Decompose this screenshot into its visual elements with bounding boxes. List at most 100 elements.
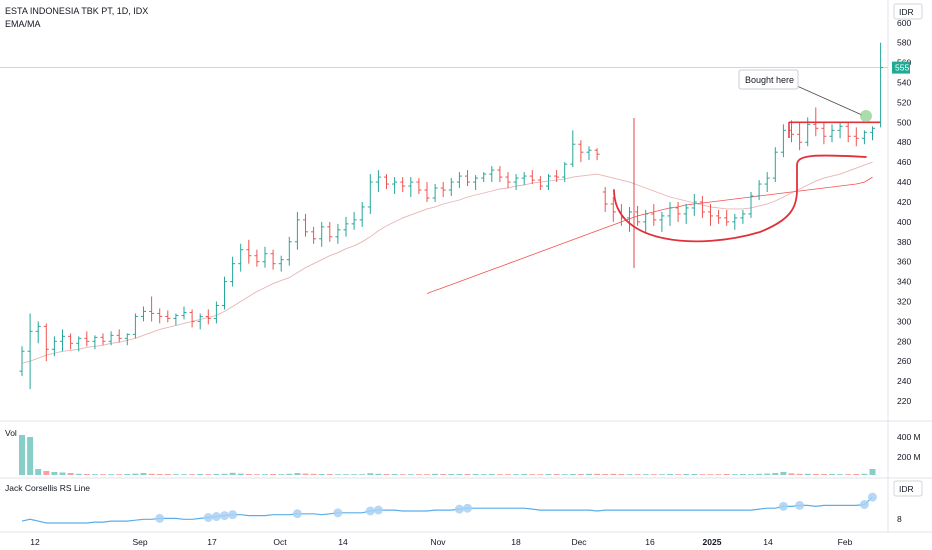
x-tick: Sep [132, 537, 147, 547]
volume-bar [148, 473, 155, 475]
volume-bar [513, 474, 520, 475]
ohlc-bar [643, 209, 649, 234]
price-axis: 6005805605405205004804604404204003803603… [897, 18, 911, 406]
ohlc-bar [254, 249, 260, 267]
last-price-tag: 555 [892, 61, 910, 74]
price-tick: 360 [897, 257, 911, 267]
ohlc-bar [683, 203, 689, 224]
volume-bar [237, 473, 244, 475]
ohlc-bar [497, 166, 503, 183]
volume-bar [853, 474, 860, 475]
volume-bar [626, 474, 633, 475]
ohlc-bar [132, 313, 138, 339]
volume-bar [618, 474, 625, 475]
volume-bar [642, 474, 649, 475]
ohlc-bar [319, 221, 325, 247]
volume-bar [488, 474, 495, 475]
volume-bar [496, 474, 503, 475]
ohlc-bar [853, 127, 859, 147]
ohlc-bar [537, 176, 543, 191]
volume-bar [594, 473, 601, 475]
volume-bar [505, 474, 511, 475]
ohlc-bar [432, 184, 438, 202]
ohlc-bar [456, 172, 462, 189]
cup-curve [613, 154, 867, 243]
volume-bar [132, 473, 139, 475]
x-tick: 16 [645, 537, 655, 547]
volume-bar [699, 474, 706, 475]
volume-bar [278, 474, 285, 475]
rs-new-high-dot [203, 512, 213, 522]
volume-bar [140, 473, 147, 475]
ohlc-bar [262, 246, 268, 268]
ohlc-bar [837, 122, 843, 139]
ohlc-bar [602, 187, 608, 212]
volume-bar [326, 474, 333, 475]
rs-line-panel [21, 492, 877, 524]
volume-bar [804, 473, 811, 475]
volume-bar [343, 474, 349, 475]
ohlc-bar [659, 211, 665, 232]
price-tick: 480 [897, 137, 911, 147]
currency-box-price[interactable] [893, 3, 923, 20]
volume-bar [448, 474, 455, 475]
ohlc-bar [756, 180, 762, 200]
ohlc-bar [780, 124, 786, 158]
volume-bar [302, 473, 309, 475]
ohlc-bar [740, 209, 746, 224]
volume-bar [602, 474, 609, 475]
ohlc-bar [821, 122, 827, 145]
x-tick: 17 [207, 537, 217, 547]
ohlc-bar [213, 301, 219, 324]
ohlc-bar [489, 166, 495, 183]
volume-bar [43, 471, 50, 475]
volume-bar [197, 474, 204, 475]
ohlc-bar [667, 201, 673, 226]
volume-bar [262, 474, 268, 475]
x-tick: 2025 [703, 537, 722, 547]
ohlc-bar [173, 313, 179, 326]
price-tick: 420 [897, 197, 911, 207]
ohlc-bar [708, 203, 713, 226]
volume-bar [424, 474, 430, 475]
bought-here-callout[interactable]: Bought here [738, 69, 872, 122]
rs-new-high-dot [859, 500, 869, 509]
volume-bar [569, 474, 576, 475]
ohlc-bar [570, 130, 576, 168]
volume-bar [205, 474, 212, 475]
rs-new-high-dot [778, 501, 788, 511]
ohlc-bar [594, 148, 600, 161]
currency-box-rs[interactable] [893, 480, 923, 497]
volume-bar [83, 474, 90, 475]
volume-bar [432, 473, 439, 475]
volume-bar [189, 474, 196, 475]
vol-tick-400m: 400 M [897, 432, 921, 442]
price-tick: 380 [897, 237, 911, 247]
volume-bar [715, 474, 722, 475]
ohlc-bar [124, 333, 130, 346]
ohlc-bar [116, 329, 122, 343]
volume-bar [367, 473, 374, 475]
volume-bar [691, 474, 698, 475]
volume-bar [51, 472, 58, 475]
ohlc-bar [845, 122, 851, 143]
ohlc-bar [149, 296, 155, 322]
ohlc-bar [797, 122, 803, 151]
ohlc-bar [748, 192, 754, 218]
price-tick: 600 [897, 18, 911, 28]
ohlc-bar [473, 175, 479, 191]
volume-bar [464, 474, 471, 475]
ohlc-bar [189, 309, 195, 328]
rs-tick-8: 8 [897, 514, 902, 524]
volume-bar [577, 474, 584, 475]
volume-bar [586, 473, 592, 475]
volume-bar [845, 474, 852, 475]
ohlc-bar [327, 221, 333, 242]
callout-pointer [796, 85, 863, 116]
ohlc-bar [303, 213, 308, 237]
ohlc-bar [691, 194, 697, 216]
callout-text: Bought here [745, 75, 794, 85]
ohlc-bar [286, 236, 292, 266]
ohlc-bar [699, 195, 705, 218]
volume-bar [164, 474, 171, 475]
